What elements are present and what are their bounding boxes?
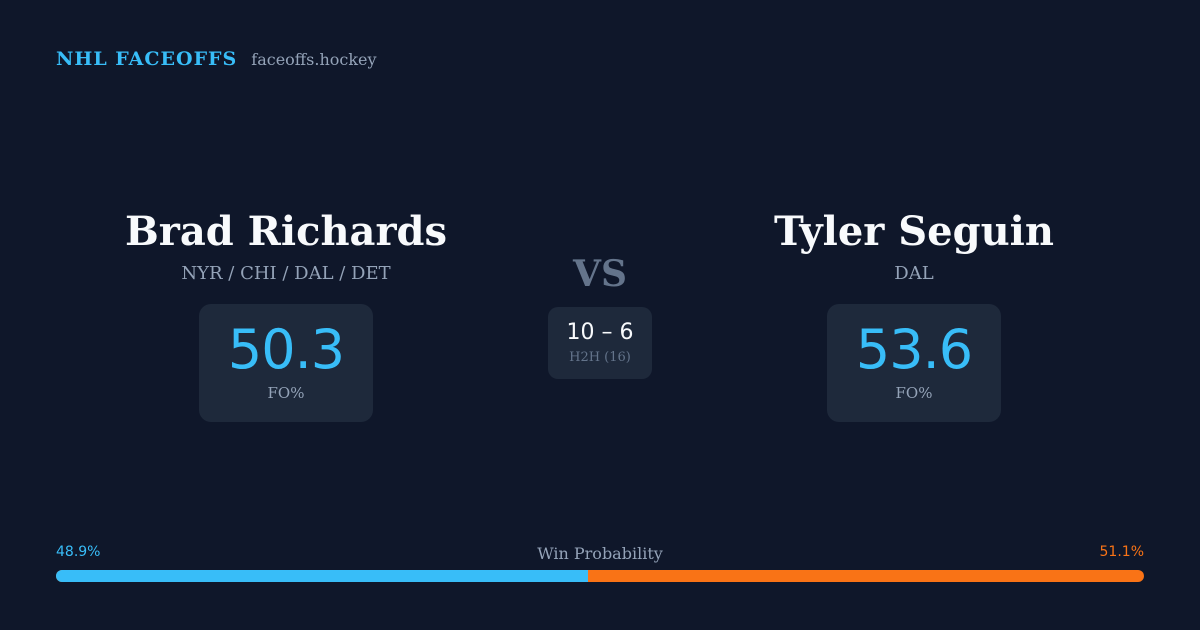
player-right-card: Tyler Seguin DAL 53.6 FO%	[684, 208, 1144, 422]
head-to-head-caption: H2H (16)	[569, 350, 631, 365]
site-url: faceoffs.hockey	[251, 50, 377, 69]
win-probability-bar	[56, 570, 1144, 582]
player-left-fo-value: 50.3	[227, 318, 345, 381]
player-left-stat-box: 50.3 FO%	[199, 304, 373, 422]
player-left-teams: NYR / CHI / DAL / DET	[181, 263, 391, 284]
win-probability-labels: 48.9% Win Probability 51.1%	[56, 544, 1144, 564]
player-left-fo-label: FO%	[267, 384, 305, 402]
brand-title: NHL FACEOFFS	[56, 48, 238, 70]
versus-label: VS	[573, 253, 627, 295]
win-probability-left-fill	[56, 570, 589, 582]
player-right-fo-value: 53.6	[855, 318, 973, 381]
player-left-card: Brad Richards NYR / CHI / DAL / DET 50.3…	[56, 208, 516, 422]
header: NHL FACEOFFS faceoffs.hockey	[56, 48, 377, 70]
win-probability-left: 48.9%	[56, 544, 101, 560]
win-probability-right: 51.1%	[1099, 544, 1144, 560]
player-right-teams: DAL	[894, 263, 934, 284]
player-right-fo-label: FO%	[895, 384, 933, 402]
win-probability-title: Win Probability	[537, 544, 663, 563]
head-to-head-score: 10 – 6	[566, 320, 634, 345]
player-left-name: Brad Richards	[124, 208, 448, 255]
player-right-stat-box: 53.6 FO%	[827, 304, 1001, 422]
head-to-head-box: 10 – 6 H2H (16)	[548, 307, 652, 379]
player-right-name: Tyler Seguin	[774, 208, 1054, 255]
